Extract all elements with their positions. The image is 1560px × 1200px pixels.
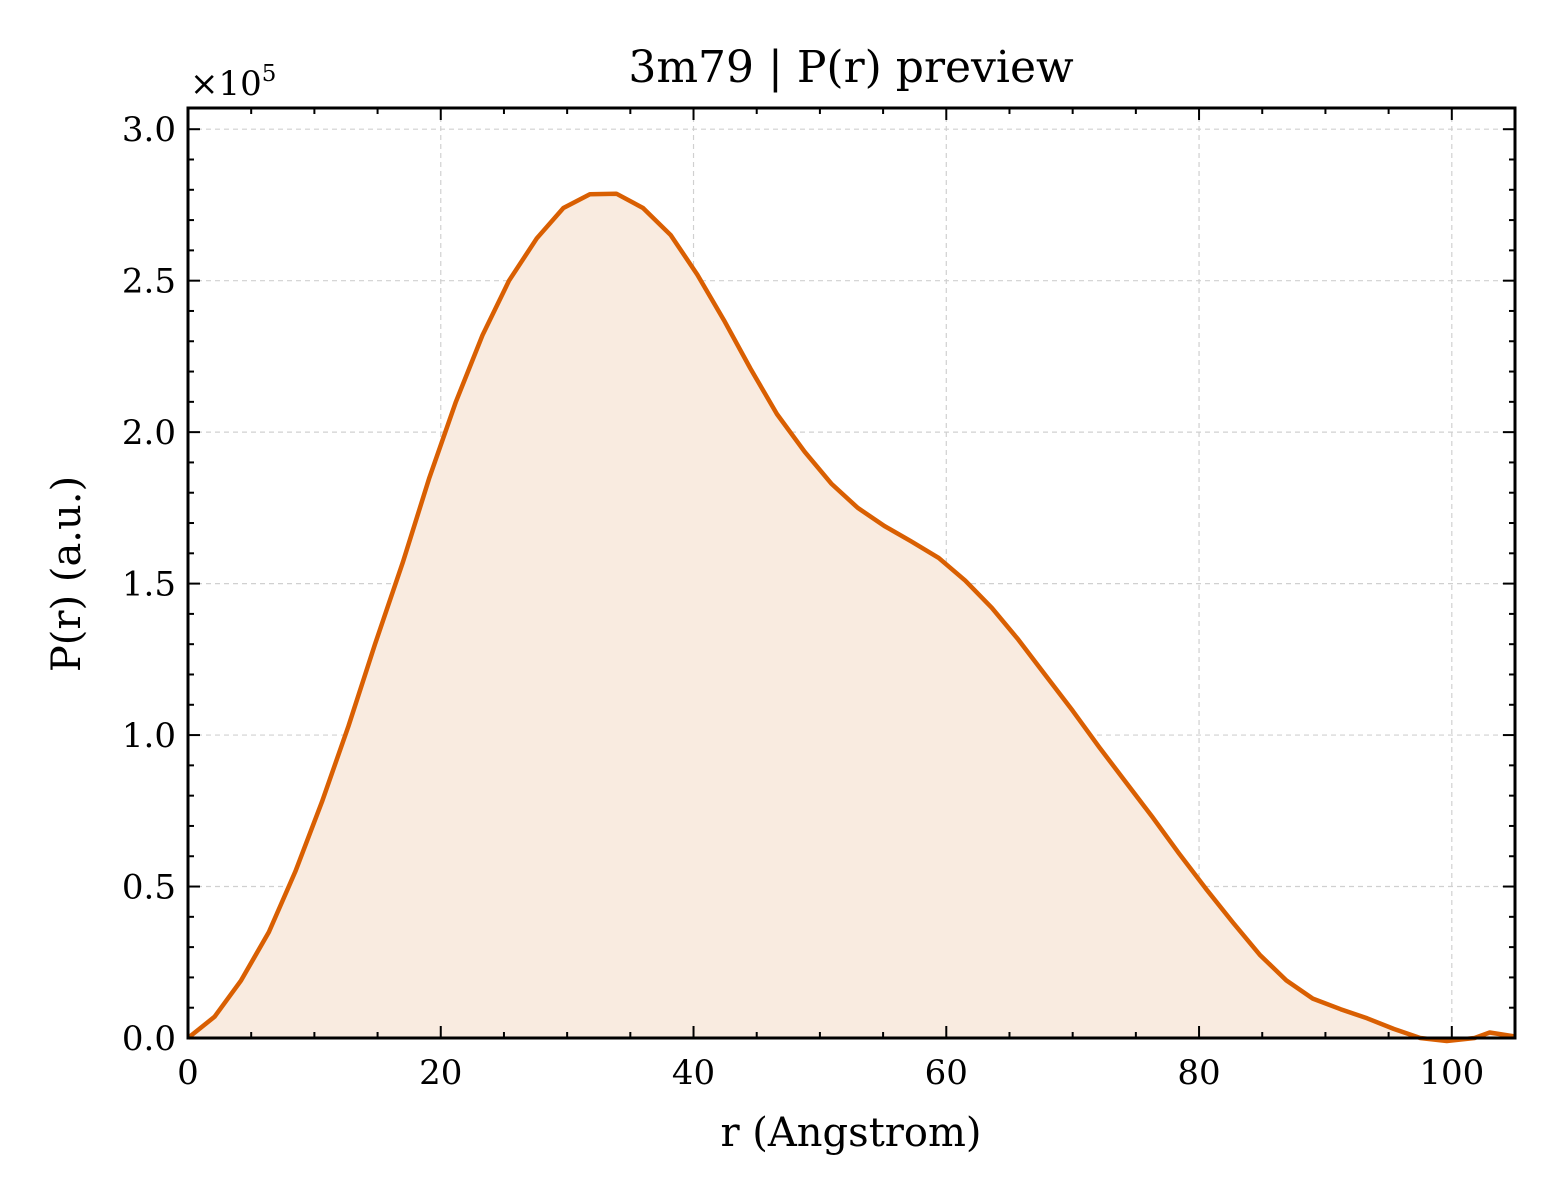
series-line: [186, 191, 1516, 1044]
x-tick-label: 60: [925, 1053, 968, 1093]
tick-labels: 0 20 40 60 80 100 0.0 0.5 1.0 1.5 2.0 2.5 3.0: [122, 110, 1484, 1093]
area-fill: [188, 193, 1515, 1041]
y-scale-multiplier: ×105: [190, 61, 276, 104]
y-tick-label: 0.0: [122, 1019, 176, 1059]
x-tick-label: 0: [177, 1053, 199, 1093]
y-tick-label: 0.5: [122, 868, 176, 908]
y-tick-label: 1.5: [122, 565, 176, 605]
y-tick-label: 3.0: [122, 110, 176, 150]
y-tick-label: 2.5: [122, 262, 176, 302]
x-tick-label: 20: [419, 1053, 462, 1093]
y-scale-base: ×10: [190, 64, 262, 104]
y-tick-label: 2.0: [122, 413, 176, 453]
plot-frame: [186, 106, 1517, 1040]
y-scale-exponent: 5: [262, 61, 277, 87]
y-axis-title: P(r) (a.u.): [44, 476, 90, 672]
x-axis-title: r (Angstrom): [720, 1110, 981, 1156]
chart-title: 3m79 | P(r) preview: [628, 42, 1074, 93]
y-tick-label: 1.0: [122, 716, 176, 756]
x-tick-label: 40: [672, 1053, 715, 1093]
x-tick-label: 100: [1419, 1053, 1484, 1093]
x-tick-label: 80: [1177, 1053, 1220, 1093]
